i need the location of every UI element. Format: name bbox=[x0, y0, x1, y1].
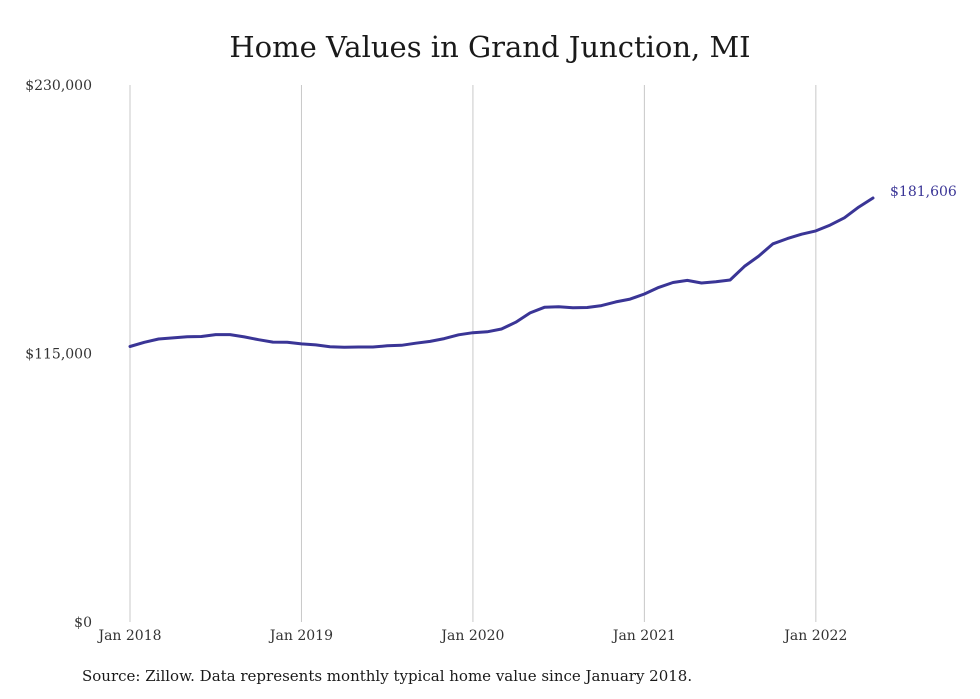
y-tick-label: $230,000 bbox=[25, 78, 92, 94]
series-layer bbox=[128, 196, 875, 349]
x-tick-label: Jan 2020 bbox=[439, 628, 504, 644]
x-tick-label: Jan 2019 bbox=[268, 628, 333, 644]
x-tick-label: Jan 2018 bbox=[96, 628, 161, 644]
chart-title: Home Values in Grand Junction, MI bbox=[229, 30, 751, 64]
grid-lines bbox=[129, 85, 817, 622]
end-label-layer: $181,606 bbox=[890, 184, 957, 200]
x-axis-ticks: Jan 2018 Jan 2019 Jan 2020 Jan 2021 Jan 2022 bbox=[96, 628, 847, 644]
y-tick-label: $0 bbox=[74, 615, 92, 631]
x-tick-label: Jan 2021 bbox=[611, 628, 676, 644]
x-tick-label: Jan 2022 bbox=[782, 628, 847, 644]
series-line bbox=[128, 196, 875, 349]
source-note: Source: Zillow. Data represents monthly … bbox=[82, 667, 693, 685]
end-value-label: $181,606 bbox=[890, 184, 957, 200]
y-tick-label: $115,000 bbox=[25, 347, 92, 363]
y-axis-ticks: $0 $115,000 $230,000 bbox=[25, 78, 92, 631]
